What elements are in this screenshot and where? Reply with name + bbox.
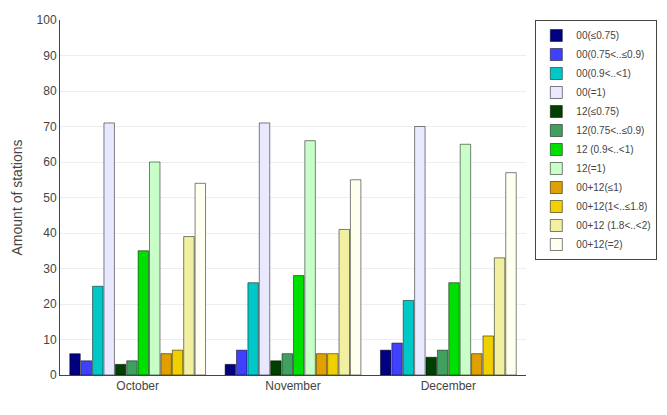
svg-text:20: 20 (43, 297, 57, 311)
svg-text:40: 40 (43, 226, 57, 240)
svg-text:00+12(=2): 00+12(=2) (576, 239, 622, 250)
svg-text:30: 30 (43, 262, 57, 276)
svg-text:12(≤0.75): 12(≤0.75) (576, 106, 619, 117)
svg-text:0: 0 (50, 368, 57, 382)
svg-text:October: October (116, 379, 159, 393)
svg-text:12 (0.9<..<1): 12 (0.9<..<1) (576, 144, 633, 155)
svg-text:Amount of stations: Amount of stations (9, 140, 25, 256)
svg-text:00+12(1<..≤1.8): 00+12(1<..≤1.8) (576, 201, 647, 212)
svg-text:December: December (421, 379, 476, 393)
svg-text:00(0.9<..<1): 00(0.9<..<1) (576, 68, 630, 79)
svg-text:12(=1): 12(=1) (576, 163, 605, 174)
svg-text:80: 80 (43, 84, 57, 98)
svg-text:50: 50 (43, 191, 57, 205)
svg-text:12(0.75<..≤0.9): 12(0.75<..≤0.9) (576, 125, 644, 136)
svg-text:00(0.75<..≤0.9): 00(0.75<..≤0.9) (576, 49, 644, 60)
svg-text:90: 90 (43, 49, 57, 63)
svg-text:00+12(≤1): 00+12(≤1) (576, 182, 622, 193)
svg-text:00+12 (1.8<..<2): 00+12 (1.8<..<2) (576, 220, 650, 231)
svg-text:70: 70 (43, 120, 57, 134)
svg-text:00(=1): 00(=1) (576, 87, 605, 98)
svg-text:60: 60 (43, 155, 57, 169)
svg-text:100: 100 (37, 13, 57, 27)
svg-text:00(≤0.75): 00(≤0.75) (576, 30, 619, 41)
svg-text:November: November (265, 379, 320, 393)
svg-text:10: 10 (43, 333, 57, 347)
